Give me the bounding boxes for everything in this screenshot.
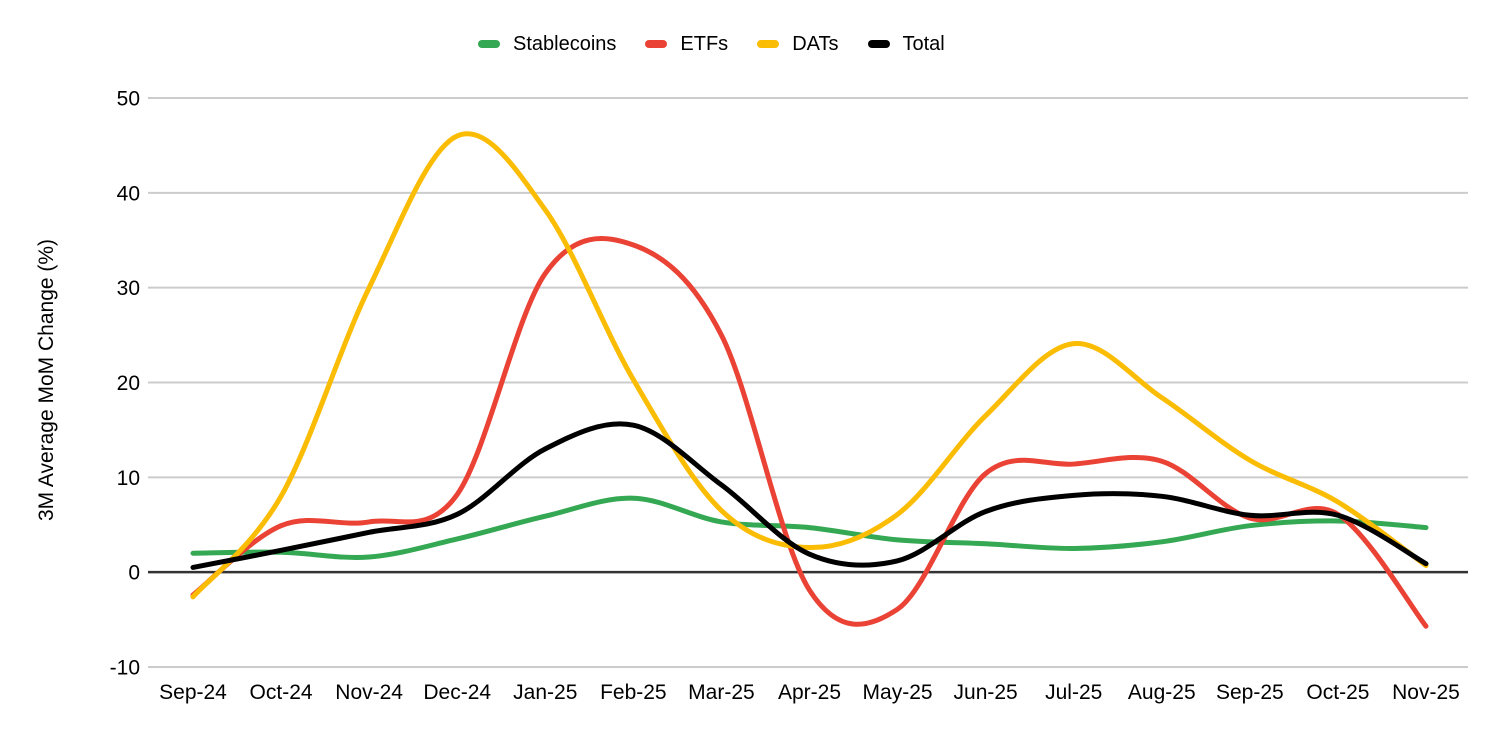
- legend-swatch-dats: [757, 40, 780, 48]
- legend-swatch-total: [867, 40, 890, 48]
- y-tick-label: 40: [117, 182, 140, 205]
- x-tick-label: Apr-25: [778, 681, 841, 704]
- legend-label: ETFs: [680, 33, 729, 55]
- series-line-etfs: [190, 236, 1429, 629]
- legend-item-dats: DATs: [757, 32, 839, 56]
- x-tick-label: Mar-25: [688, 681, 755, 704]
- series-line-dats: [190, 131, 1429, 600]
- y-tick-label: 30: [117, 277, 140, 300]
- legend: Stablecoins ETFs DATs Total: [478, 32, 974, 56]
- x-tick-label: Sep-24: [159, 681, 227, 704]
- legend-item-etfs: ETFs: [645, 32, 728, 56]
- x-tick-label: Feb-25: [600, 681, 667, 704]
- x-tick-label: Jun-25: [954, 681, 1018, 704]
- y-tick-label: 50: [117, 88, 140, 111]
- x-tick-label: Nov-25: [1392, 681, 1460, 704]
- legend-label: Stablecoins: [513, 33, 617, 55]
- x-tick-label: Nov-24: [335, 681, 403, 704]
- series-line-stablecoins: [190, 495, 1429, 560]
- legend-label: Total: [902, 33, 945, 55]
- x-tick-label: Oct-24: [250, 681, 313, 704]
- x-tick-label: May-25: [863, 681, 933, 704]
- legend-swatch-etfs: [645, 40, 668, 48]
- y-tick-label: -10: [110, 657, 140, 680]
- legend-swatch-stablecoins: [478, 40, 500, 48]
- y-axis-title: 3M Average MoM Change (%): [35, 239, 58, 521]
- y-tick-label: 0: [128, 562, 140, 585]
- x-tick-label: Dec-24: [423, 681, 491, 704]
- series-line-total: [190, 421, 1429, 570]
- legend-item-total: Total: [867, 32, 945, 56]
- y-tick-label: 10: [117, 467, 140, 490]
- x-tick-label: Oct-25: [1306, 681, 1369, 704]
- x-tick-label: Jan-25: [513, 681, 577, 704]
- legend-label: DATs: [792, 33, 839, 55]
- x-tick-label: Aug-25: [1128, 681, 1196, 704]
- x-tick-label: Sep-25: [1216, 681, 1284, 704]
- x-tick-label: Jul-25: [1045, 681, 1102, 704]
- y-tick-label: 20: [117, 372, 140, 395]
- legend-item-stablecoins: Stablecoins: [478, 32, 616, 56]
